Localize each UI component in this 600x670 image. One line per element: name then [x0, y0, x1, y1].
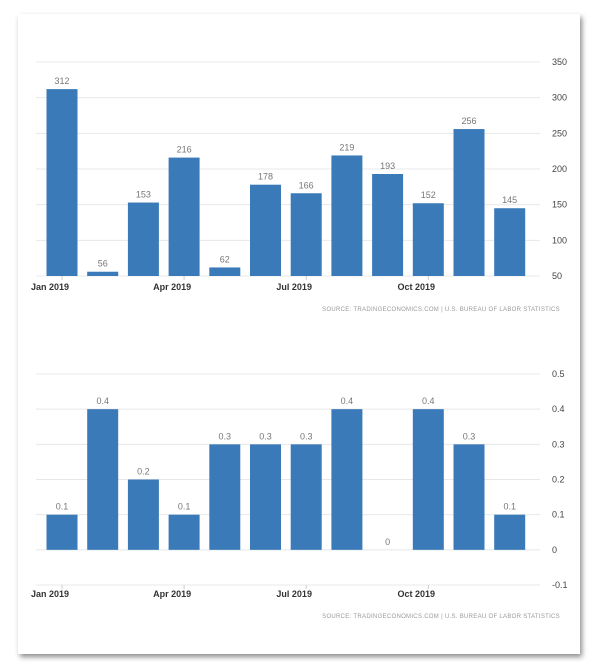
data-label: 256 [461, 116, 476, 126]
data-label: 0.3 [219, 431, 232, 441]
bar[interactable] [372, 173, 404, 276]
data-label: 0.4 [341, 396, 354, 406]
y-tick-label: 0 [552, 545, 557, 555]
data-label: 0.1 [178, 502, 191, 512]
x-tick-label: Oct 2019 [398, 589, 436, 599]
y-tick-label: 0.2 [552, 475, 565, 485]
x-tick-label: Apr 2019 [153, 589, 191, 599]
y-tick-label: 0.3 [552, 439, 565, 449]
data-label: 219 [339, 142, 354, 152]
data-label: 0.1 [503, 502, 516, 512]
bar[interactable] [209, 267, 241, 276]
bar[interactable] [168, 514, 200, 550]
data-label: 0.3 [300, 431, 313, 441]
data-label: 178 [258, 172, 273, 182]
data-label: 152 [421, 190, 436, 200]
bar[interactable] [290, 444, 322, 550]
data-label: 145 [502, 195, 517, 205]
bar[interactable] [209, 444, 241, 550]
y-tick-label: 250 [552, 128, 567, 138]
source-note: SOURCE: TRADINGECONOMICS.COM | U.S. BURE… [322, 614, 560, 620]
bar[interactable] [494, 208, 526, 276]
data-label: 216 [177, 145, 192, 155]
data-label: 0 [385, 537, 390, 547]
x-tick-label: Jul 2019 [276, 589, 312, 599]
data-label: 56 [98, 259, 108, 269]
y-tick-label: 0.4 [552, 404, 565, 414]
bar[interactable] [250, 444, 281, 550]
bar[interactable] [87, 409, 119, 550]
x-tick-label: Oct 2019 [398, 282, 436, 292]
bar[interactable] [168, 157, 200, 276]
bar[interactable] [250, 184, 281, 276]
data-label: 62 [220, 254, 230, 264]
bar[interactable] [127, 202, 159, 276]
data-label: 312 [54, 76, 69, 86]
source-note: SOURCE: TRADINGECONOMICS.COM | U.S. BURE… [322, 307, 560, 313]
x-tick-label: Apr 2019 [153, 282, 191, 292]
bar[interactable] [290, 193, 322, 276]
data-label: 0.2 [137, 467, 150, 477]
y-tick-label: -0.1 [552, 580, 568, 590]
bar[interactable] [331, 155, 363, 276]
bar[interactable] [331, 409, 363, 550]
bar[interactable] [46, 514, 78, 550]
y-tick-label: 0.1 [552, 510, 565, 520]
y-tick-label: 50 [552, 271, 562, 281]
bar[interactable] [494, 514, 526, 550]
data-label: 166 [299, 180, 314, 190]
y-tick-label: 150 [552, 200, 567, 210]
data-label: 0.1 [56, 502, 69, 512]
data-label: 0.3 [463, 431, 476, 441]
y-tick-label: 0.5 [552, 369, 565, 379]
bar[interactable] [87, 271, 119, 276]
y-tick-label: 100 [552, 235, 567, 245]
data-label: 153 [136, 190, 151, 200]
y-tick-label: 350 [552, 57, 567, 67]
bar[interactable] [412, 409, 444, 550]
y-tick-label: 200 [552, 164, 567, 174]
x-tick-label: Jan 2019 [31, 282, 69, 292]
bar[interactable] [412, 203, 444, 276]
x-tick-label: Jul 2019 [276, 282, 312, 292]
chart-payrolls: 50 100 150 200 250 300 350 312 56 153 216 62 178 166 2… [31, 57, 567, 313]
bar[interactable] [127, 479, 159, 550]
x-tick-label: Jan 2019 [31, 589, 69, 599]
y-tick-label: 300 [552, 93, 567, 103]
data-label: 193 [380, 161, 395, 171]
bar[interactable] [453, 444, 485, 550]
bar[interactable] [453, 129, 485, 276]
data-label: 0.4 [422, 396, 435, 406]
data-label: 0.4 [96, 396, 109, 406]
bar[interactable] [46, 89, 78, 277]
chart-earnings: -0.1 0 0.1 0.2 0.3 0.4 0.5 0.1 0.4 0.2 0.1 0.3 0.3 0.… [31, 369, 568, 620]
data-label: 0.3 [259, 431, 272, 441]
